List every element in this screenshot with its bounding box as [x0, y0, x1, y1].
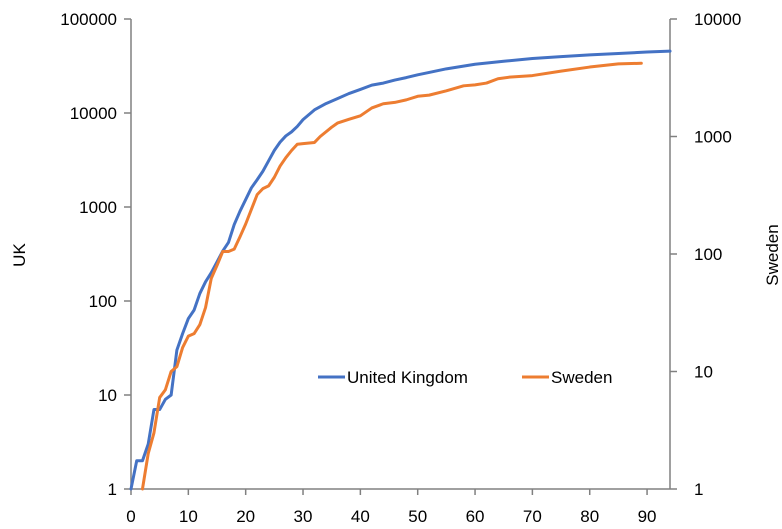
legend-label-united-kingdom: United Kingdom	[347, 368, 468, 387]
y-right-tick-label: 10000	[694, 10, 741, 29]
y-left-tick-label: 1000	[79, 198, 117, 217]
x-tick-label: 80	[580, 507, 599, 526]
x-tick-label: 0	[126, 507, 135, 526]
y-axis-right-title: Sweden	[763, 224, 782, 285]
y-right-tick-label: 1000	[694, 128, 732, 147]
x-tick-label: 60	[466, 507, 485, 526]
y-right-tick-label: 100	[694, 245, 722, 264]
x-tick-label: 20	[236, 507, 255, 526]
x-tick-label: 90	[638, 507, 657, 526]
y-left-tick-label: 1	[108, 480, 117, 499]
x-tick-label: 40	[351, 507, 370, 526]
series-line-sweden	[140, 61, 643, 491]
right-axis-ticks: 1 10 100 1000 10000	[670, 10, 741, 499]
x-tick-label: 70	[523, 507, 542, 526]
y-right-tick-label: 10	[694, 363, 713, 382]
legend-label-sweden: Sweden	[551, 368, 612, 387]
y-left-tick-label: 100000	[60, 10, 117, 29]
legend: United Kingdom Sweden	[318, 368, 612, 387]
y-axis-left-title: UK	[10, 243, 29, 267]
y-left-tick-label: 10	[98, 386, 117, 405]
x-axis-ticks: 0 10 20 30 40 50 60 70 80 90	[126, 489, 657, 526]
y-left-tick-label: 100	[89, 292, 117, 311]
y-left-tick-label: 10000	[70, 104, 117, 123]
left-axis-ticks: 1 10 100 1000 10000 100000	[60, 10, 131, 499]
x-tick-label: 30	[294, 507, 313, 526]
series-layer	[129, 49, 672, 491]
y-right-tick-label: 1	[694, 480, 703, 499]
series-line-united-kingdom	[129, 49, 672, 491]
x-tick-label: 50	[408, 507, 427, 526]
plot-area: 1 10 100 1000 10000 100000 1 10 100 1000 10000 0 1…	[60, 10, 741, 526]
x-tick-label: 10	[179, 507, 198, 526]
